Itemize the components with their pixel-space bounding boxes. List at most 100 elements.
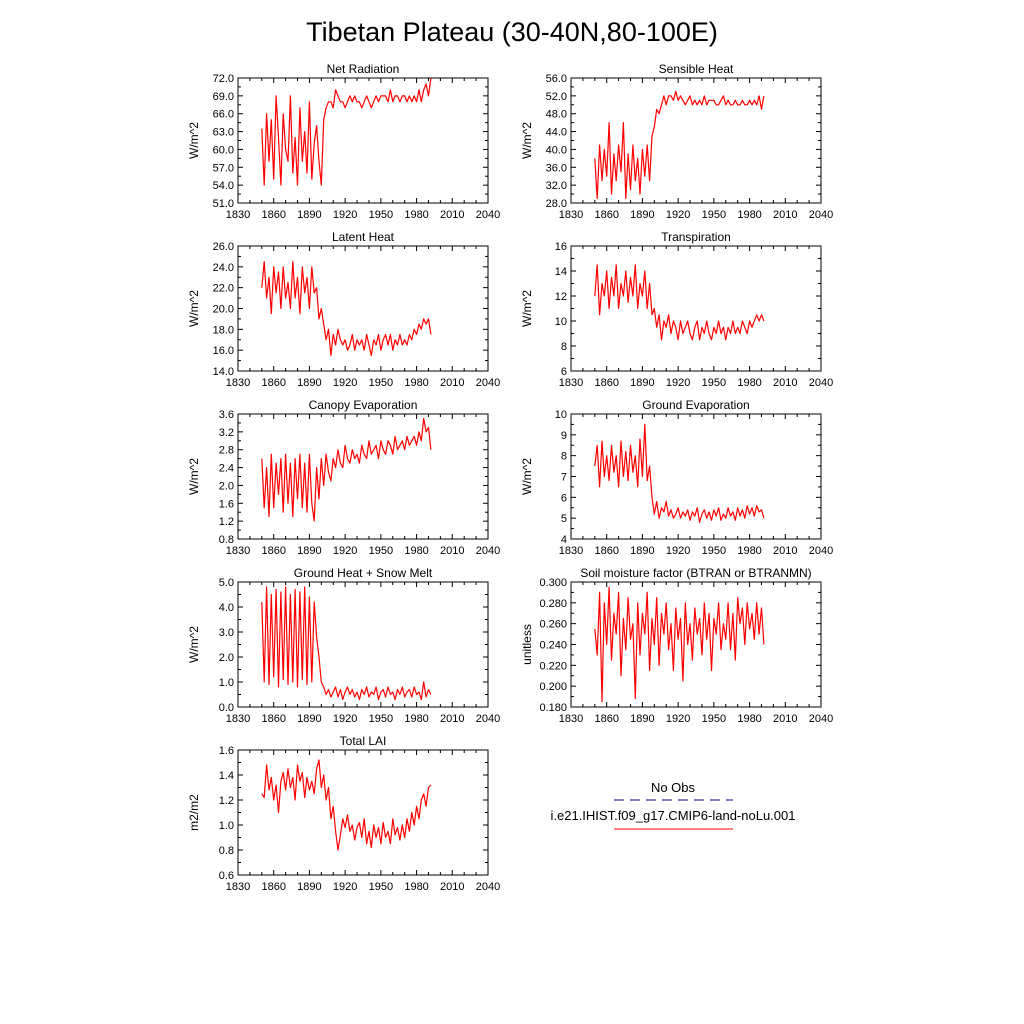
y-tick-label: 20.0	[213, 304, 234, 316]
series-line	[261, 261, 432, 356]
x-tick-label: 1920	[666, 545, 690, 557]
y-tick-label: 51.0	[213, 198, 234, 210]
x-tick-label: 1890	[630, 713, 654, 725]
y-tick-label: 4.0	[219, 602, 234, 614]
y-tick-label: 60.0	[213, 144, 234, 156]
y-tick-label: 1.6	[219, 745, 234, 757]
y-tick-label: 2.8	[219, 445, 234, 457]
y-tick-label: 1.0	[219, 677, 234, 689]
y-tick-label: 0.220	[539, 660, 567, 672]
x-tick-label: 1920	[333, 545, 357, 557]
x-tick-label: 1890	[630, 377, 654, 389]
y-tick-label: 3.0	[219, 627, 234, 639]
y-axis-label: W/m^2	[187, 290, 201, 327]
x-tick-label: 1980	[737, 209, 761, 221]
x-tick-label: 2010	[773, 545, 797, 557]
x-tick-label: 2010	[440, 377, 464, 389]
x-tick-label: 2040	[809, 545, 833, 557]
y-tick-label: 0.260	[539, 619, 567, 631]
y-tick-label: 69.0	[213, 91, 234, 103]
y-tick-label: 24.0	[213, 262, 234, 274]
y-tick-label: 1.2	[219, 516, 234, 528]
y-tick-label: 7	[561, 472, 567, 484]
legend-model-label: i.e21.IHIST.f09_g17.CMIP6-land-noLu.001	[551, 808, 796, 823]
y-tick-label: 5	[561, 513, 567, 525]
figure-title: Tibetan Plateau (30-40N,80-100E)	[306, 17, 718, 47]
x-tick-label: 2010	[440, 209, 464, 221]
x-tick-label: 1980	[404, 881, 428, 893]
x-tick-label: 2040	[476, 545, 500, 557]
y-tick-label: 40.0	[546, 144, 567, 156]
series-line	[261, 417, 432, 522]
y-tick-label: 63.0	[213, 127, 234, 139]
panel-sensible-heat: Sensible Heat W/m^2 1830 1860 1890 1920 1950 19…	[520, 62, 833, 221]
panel-group: Net Radiation W/m^2 1830 1860 1890 1920 1950 19…	[187, 62, 833, 893]
x-tick-label: 1890	[297, 377, 321, 389]
y-axis-label: W/m^2	[187, 458, 201, 495]
y-axis-label: W/m^2	[520, 458, 534, 495]
panel-title: Ground Heat + Snow Melt	[294, 566, 433, 580]
y-tick-label: 52.0	[546, 91, 567, 103]
x-tick-label: 2040	[809, 713, 833, 725]
y-tick-label: 1.2	[219, 795, 234, 807]
x-tick-label: 1980	[404, 713, 428, 725]
panel-latent-heat: Latent Heat W/m^2 1830 1860 1890 1920 1950 1980…	[187, 230, 500, 389]
y-tick-label: 0.8	[219, 534, 234, 546]
y-axis-label: W/m^2	[520, 290, 534, 327]
y-tick-label: 10	[555, 316, 567, 328]
y-axis-label: m2/m2	[187, 794, 201, 831]
x-tick-label: 1980	[404, 545, 428, 557]
y-tick-label: 1.6	[219, 498, 234, 510]
x-tick-label: 1950	[702, 713, 726, 725]
x-tick-label: 2040	[476, 377, 500, 389]
x-tick-label: 2010	[440, 713, 464, 725]
x-tick-label: 1830	[226, 209, 250, 221]
y-tick-label: 4	[561, 534, 567, 546]
x-tick-label: 1980	[404, 209, 428, 221]
x-tick-label: 2010	[773, 209, 797, 221]
x-tick-label: 1920	[666, 713, 690, 725]
x-tick-label: 1890	[630, 209, 654, 221]
panel-ground-heat-snow-melt: Ground Heat + Snow Melt W/m^2 1830 1860 1890…	[187, 566, 500, 725]
panel-ground-evaporation: Ground Evaporation W/m^2 1830 1860 1890 1920 1…	[520, 398, 833, 557]
y-tick-label: 1.4	[219, 770, 234, 782]
x-tick-label: 1920	[666, 377, 690, 389]
y-tick-label: 0.180	[539, 702, 567, 714]
panel-title: Sensible Heat	[659, 62, 734, 76]
y-tick-label: 26.0	[213, 241, 234, 253]
y-tick-label: 36.0	[546, 162, 567, 174]
x-tick-label: 1860	[594, 713, 618, 725]
y-tick-label: 5.0	[219, 577, 234, 589]
y-tick-label: 72.0	[213, 73, 234, 85]
x-tick-label: 1950	[369, 209, 393, 221]
x-tick-label: 1830	[559, 713, 583, 725]
panel-title: Transpiration	[661, 230, 731, 244]
y-tick-label: 10	[555, 409, 567, 421]
y-tick-label: 2.0	[219, 652, 234, 664]
y-tick-label: 2.0	[219, 480, 234, 492]
y-tick-label: 8	[561, 341, 567, 353]
panel-transpiration: Transpiration W/m^2 1830 1860 1890 1920 1950 19…	[520, 230, 833, 389]
y-tick-label: 2.4	[219, 463, 234, 475]
x-tick-label: 2040	[809, 377, 833, 389]
x-tick-label: 1860	[261, 713, 285, 725]
x-tick-label: 1860	[594, 377, 618, 389]
y-tick-label: 0.240	[539, 640, 567, 652]
x-tick-label: 2040	[476, 881, 500, 893]
x-tick-label: 1890	[297, 713, 321, 725]
x-tick-label: 2040	[476, 209, 500, 221]
y-tick-label: 3.6	[219, 409, 234, 421]
x-tick-label: 1980	[737, 377, 761, 389]
y-tick-label: 16.0	[213, 345, 234, 357]
y-tick-label: 0.200	[539, 681, 567, 693]
y-tick-label: 32.0	[546, 180, 567, 192]
y-axis-label: W/m^2	[187, 626, 201, 663]
y-tick-label: 0.0	[219, 702, 234, 714]
x-tick-label: 2040	[476, 713, 500, 725]
x-tick-label: 1860	[261, 881, 285, 893]
x-tick-label: 1980	[737, 545, 761, 557]
x-tick-label: 1980	[737, 713, 761, 725]
series-line	[594, 423, 765, 523]
